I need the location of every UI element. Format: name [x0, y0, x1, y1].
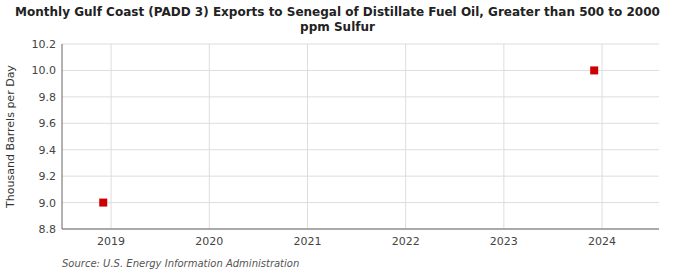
y-tick-label: 9.8	[39, 91, 57, 104]
points	[99, 66, 598, 206]
chart: 8.8 9.0 9.2 9.4 9.6 9.8 10.0 10.2 2019 2020 2021 20…	[0, 0, 675, 275]
y-grid-line	[62, 229, 659, 230]
x-tick-label: 2024	[588, 235, 616, 248]
y-axis-line	[62, 44, 63, 229]
data-point	[590, 66, 598, 74]
x-tick-label: 2023	[490, 235, 518, 248]
y-tick-label: 8.8	[39, 223, 57, 236]
x-tick-label: 2021	[293, 235, 321, 248]
y-tick-label: 10.2	[32, 38, 57, 51]
title: Monthly Gulf Coast (PADD 3) Exports to S…	[15, 5, 660, 34]
y-tick-label: 9.2	[39, 170, 57, 183]
chart-container: 8.8 9.0 9.2 9.4 9.6 9.8 10.0 10.2 2019 2020 2021 20…	[0, 0, 675, 275]
y-tick-label: 10.0	[32, 64, 57, 77]
x-grid-line	[405, 44, 406, 229]
y-axis-label: Thousand Barrels per Day	[4, 65, 17, 209]
x-grid-line	[503, 44, 504, 229]
y-tick-label: 9.0	[39, 197, 57, 210]
data-point	[99, 199, 107, 207]
y-tick-label: 9.4	[39, 144, 57, 157]
x-tick-label: 2022	[392, 235, 420, 248]
y-grid-line	[62, 202, 659, 203]
y-grid-line	[62, 96, 659, 97]
x-tick-label: 2020	[195, 235, 223, 248]
y-grid-line	[62, 123, 659, 124]
y-grid-line	[62, 70, 659, 71]
x-grid-line	[307, 44, 308, 229]
x-grid-line	[602, 44, 603, 229]
x-axis-line	[62, 229, 659, 230]
x-grid-line	[111, 44, 112, 229]
y-grid-line	[62, 44, 659, 45]
y-grid-line	[62, 176, 659, 177]
y-tick-label: 9.6	[39, 117, 57, 130]
x-grid-line	[209, 44, 210, 229]
source-note: Source: U.S. Energy Information Administ…	[62, 258, 299, 269]
x-tick-label: 2019	[97, 235, 125, 248]
y-grid-line	[62, 149, 659, 150]
grid	[62, 44, 659, 229]
